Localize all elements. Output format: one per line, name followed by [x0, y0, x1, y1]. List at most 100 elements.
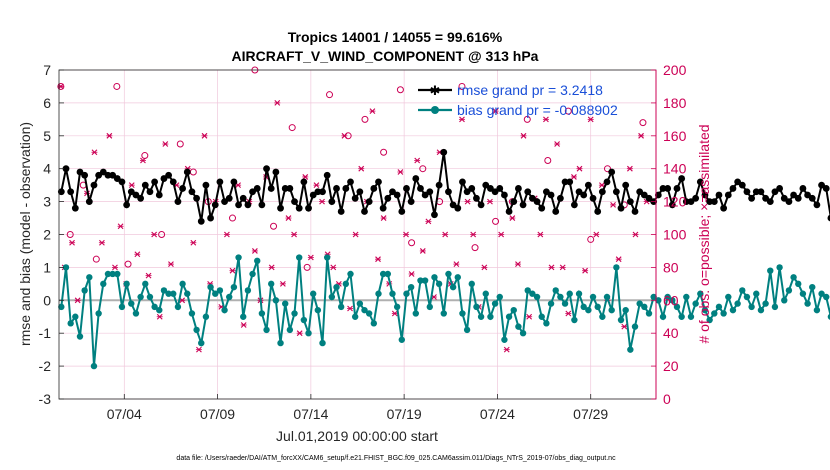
rmse-point — [165, 171, 173, 179]
bias-point — [72, 313, 79, 320]
obs-assimilated-marker — [593, 231, 600, 238]
rmse-point — [626, 198, 634, 206]
rmse-point — [67, 188, 75, 196]
bias-point — [277, 339, 284, 347]
rmse-point — [407, 198, 415, 206]
rmse-point — [785, 198, 793, 206]
rmse-point — [496, 185, 504, 192]
bias-point — [771, 303, 779, 311]
rmse-point — [356, 188, 364, 196]
bias-point — [212, 290, 219, 297]
obs-assimilated-marker — [403, 231, 410, 238]
rmse-point — [524, 188, 532, 196]
x-tick-label: 07/19 — [387, 406, 422, 422]
obs-possible-marker — [458, 82, 466, 90]
obs-possible-marker — [326, 91, 334, 99]
bias-point — [706, 316, 713, 324]
bias-point — [505, 313, 513, 320]
obs-assimilated-marker — [498, 231, 505, 238]
obs-assimilated-marker — [111, 264, 118, 271]
bias-point — [403, 290, 410, 297]
rmse-point — [720, 204, 728, 212]
rmse-point — [673, 185, 681, 192]
rmse-point — [678, 175, 686, 182]
bias-point — [118, 303, 126, 311]
y-tick-label: 1 — [43, 259, 51, 275]
rmse-point — [337, 208, 345, 215]
bias-point — [454, 274, 461, 281]
obs-assimilated-marker — [307, 254, 314, 261]
obs-possible-marker — [66, 231, 74, 238]
right-axis-ticks: 0 20 40 60 80 100 120 140 160 180 200 — [651, 62, 687, 407]
rmse-point — [584, 181, 592, 189]
rmse-point — [365, 198, 373, 206]
obs-assimilated-marker — [201, 132, 208, 139]
bias-point — [459, 310, 466, 317]
bias-point — [650, 293, 657, 301]
rmse-point — [566, 178, 574, 186]
rmse-point — [403, 185, 410, 192]
rmse-point — [594, 208, 602, 215]
bias-point — [645, 310, 653, 317]
bias-point — [603, 293, 611, 301]
obs-possible-marker — [639, 119, 647, 127]
obs-assimilated-marker — [598, 182, 605, 189]
bias-point — [440, 310, 447, 317]
rmse-point — [281, 185, 289, 192]
bias-point — [426, 303, 433, 311]
bias-point — [561, 300, 569, 307]
rmse-point — [776, 185, 783, 192]
rmse-point — [766, 198, 774, 206]
obs-assimilated-marker — [319, 198, 326, 205]
bias-point — [221, 306, 228, 314]
rmse-point — [515, 185, 522, 192]
x-tick-label: 07/24 — [480, 406, 515, 422]
rmse-point — [799, 185, 807, 192]
bias-point — [571, 316, 578, 324]
bias-point — [300, 316, 308, 324]
bias-point — [151, 303, 158, 311]
obs-possible-marker — [124, 260, 132, 268]
x-tick-label: 07/09 — [200, 406, 235, 422]
bias-point — [711, 310, 718, 317]
rmse-point — [589, 194, 597, 202]
rmse-point — [570, 201, 578, 209]
rmse-point — [617, 204, 625, 212]
bias-point — [393, 303, 401, 311]
bias-point — [743, 293, 751, 301]
rmse-point — [519, 201, 527, 209]
bias-point — [463, 326, 471, 334]
rmse-point — [664, 185, 672, 192]
bias-point — [272, 297, 280, 304]
obs-assimilated-marker — [453, 261, 460, 267]
y-tick-label: 7 — [43, 62, 51, 78]
rmse-point — [174, 198, 182, 206]
bias-point — [291, 310, 298, 317]
bias-point — [156, 306, 163, 314]
rmse-point — [445, 188, 452, 196]
bias-point — [356, 300, 364, 307]
bias-point — [617, 316, 625, 324]
legend-rmse-marker: ✱ — [430, 84, 441, 99]
bias-point — [496, 293, 503, 301]
rmse-point — [155, 191, 163, 199]
obs-possible-marker — [158, 231, 166, 238]
rmse-point — [533, 198, 541, 206]
bias-point — [575, 290, 583, 297]
rmse-point — [351, 194, 359, 202]
rmse-point — [459, 178, 466, 186]
bias-point — [146, 293, 154, 301]
bias-point — [827, 313, 830, 320]
bias-point — [174, 303, 182, 311]
rmse-point — [295, 204, 303, 212]
rmse-point — [612, 188, 620, 196]
y-tick-label: 3 — [43, 194, 51, 210]
bias-point — [482, 290, 489, 297]
rmse-point — [188, 188, 196, 196]
rmse-point — [300, 178, 308, 186]
rmse-point — [654, 191, 662, 199]
bias-point — [543, 320, 550, 327]
obs-assimilated-marker — [621, 323, 628, 330]
bias-point — [669, 297, 676, 304]
